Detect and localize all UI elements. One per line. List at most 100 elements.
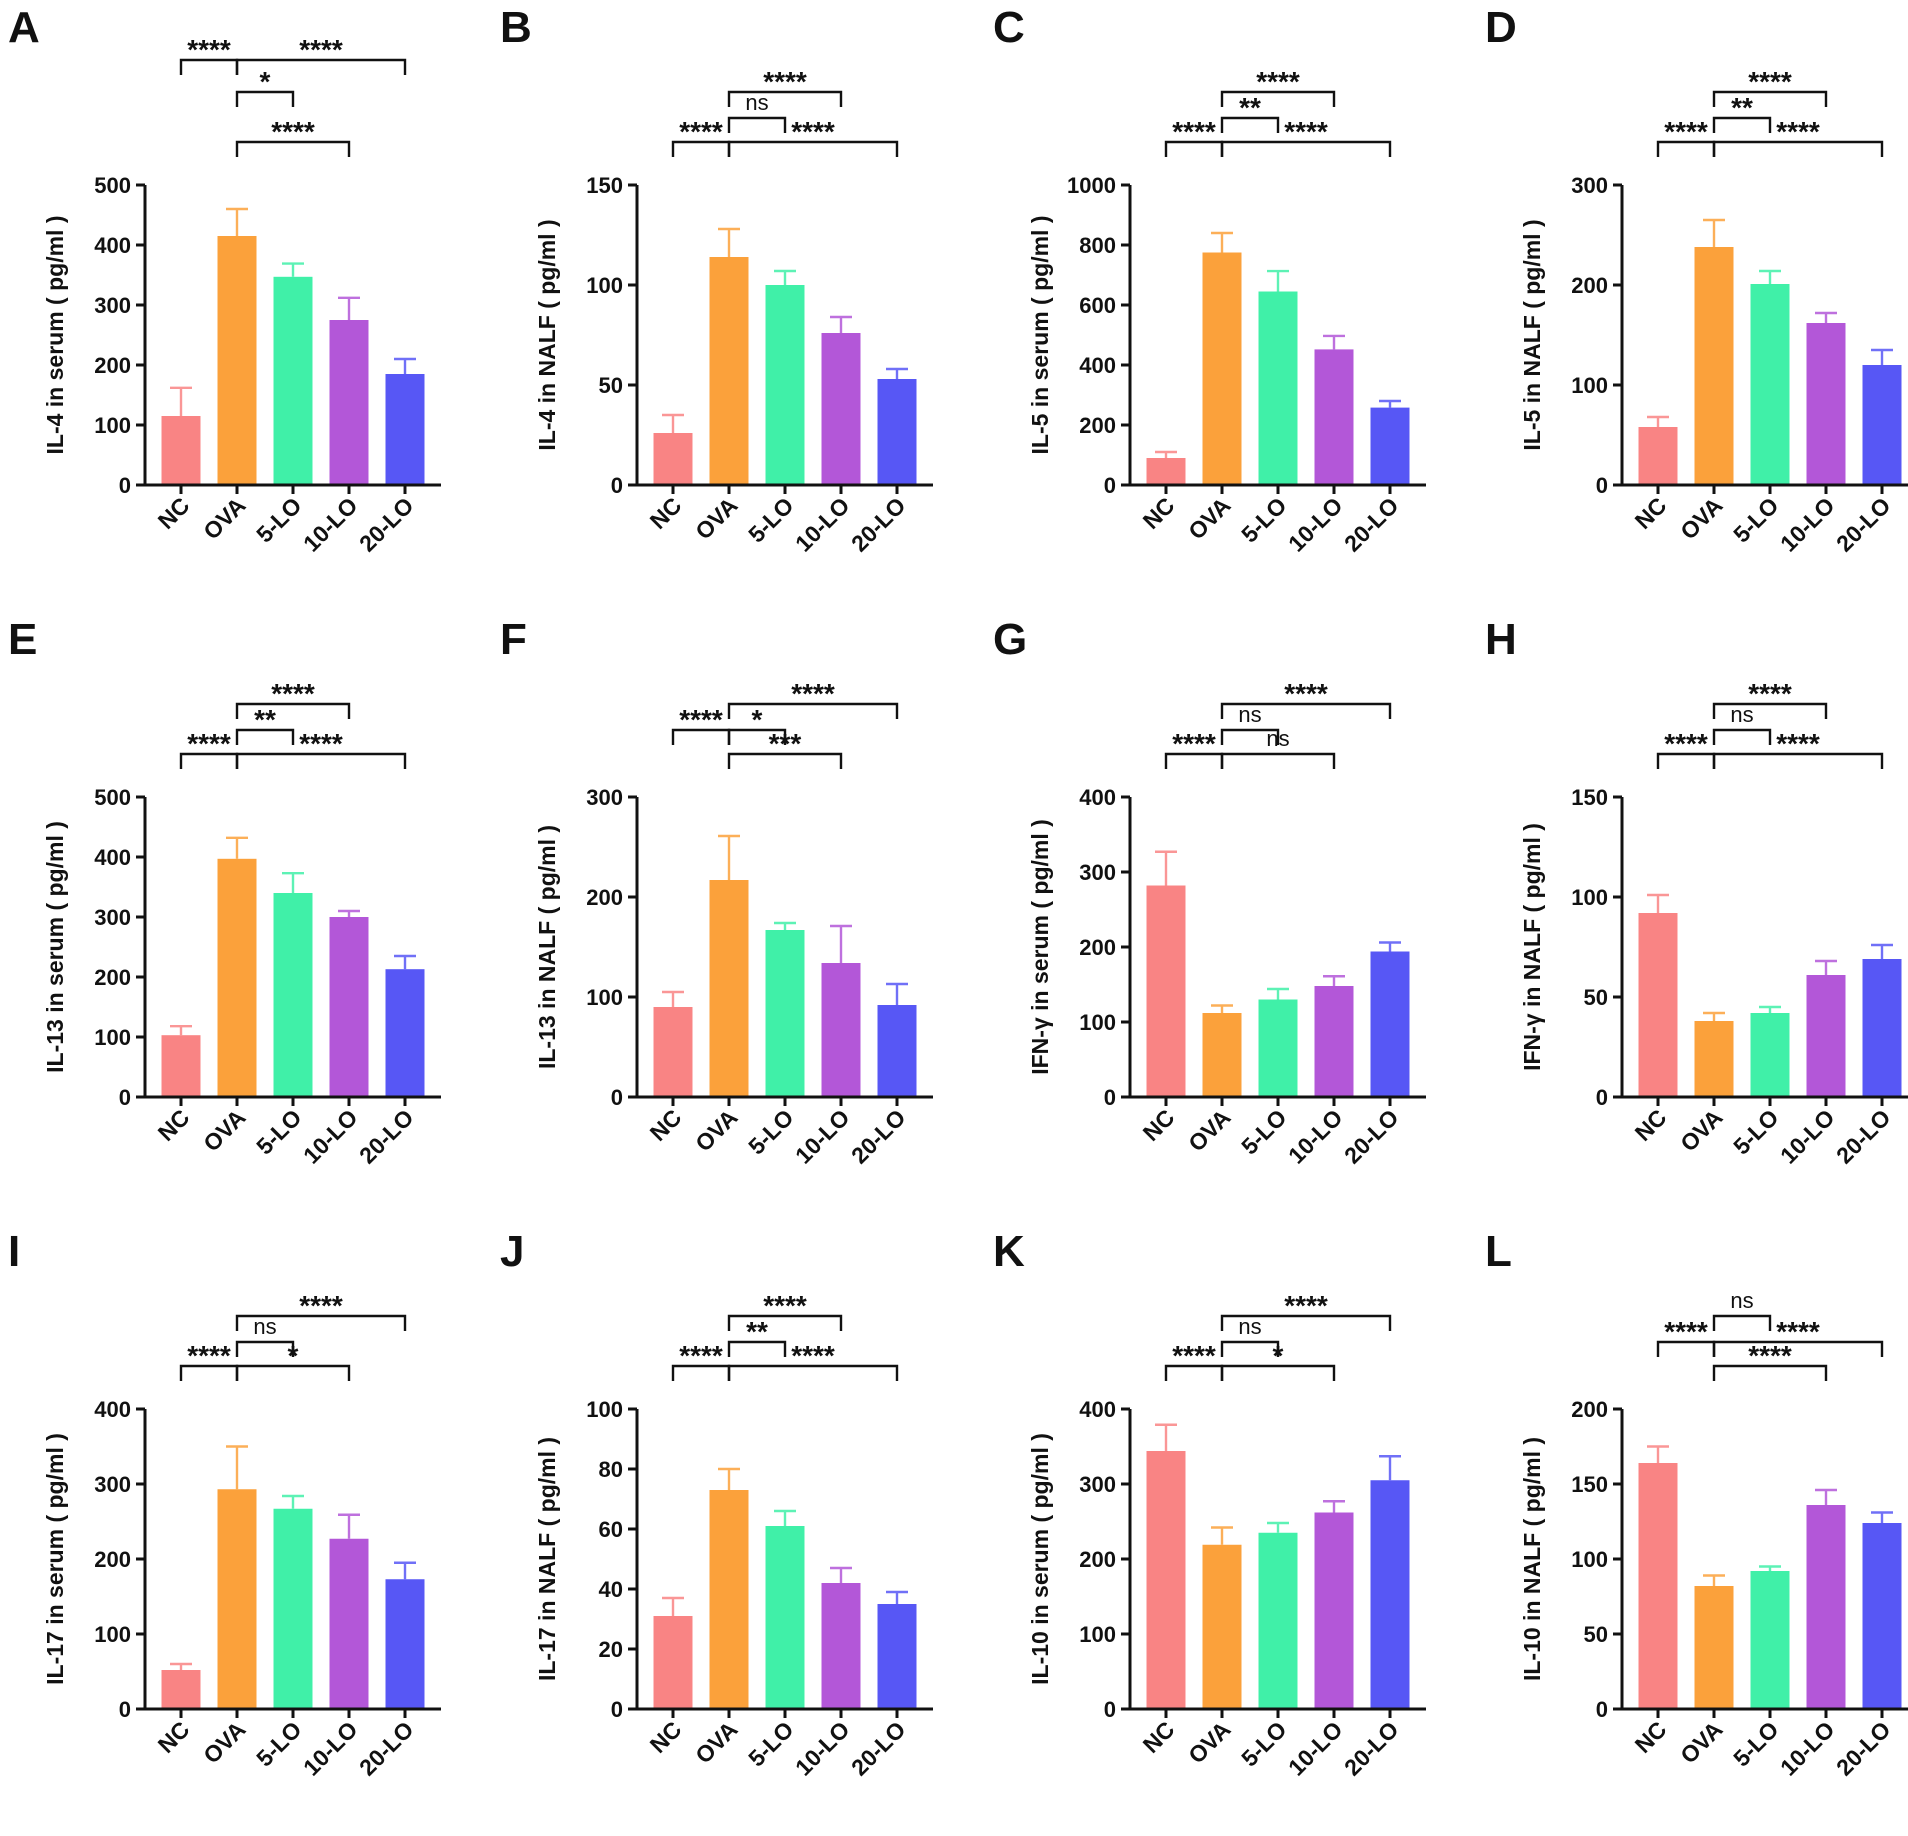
y-tick-label: 200 — [94, 1547, 131, 1572]
y-tick-label: 0 — [1596, 1085, 1608, 1110]
y-axis-label: IL-10 in NALF ( pg/ml ) — [1519, 1437, 1545, 1681]
y-tick-label: 0 — [119, 1085, 131, 1110]
x-tick-label: NC — [1630, 1104, 1672, 1146]
y-tick-label: 0 — [1596, 473, 1608, 498]
panel-label: B — [500, 3, 532, 52]
panel-G: G 0 100 200 300 400 IFN-γ in serum ( pg/ml ) NC… — [985, 612, 1445, 1224]
significance-label: * — [288, 1340, 299, 1371]
y-tick-label: 100 — [586, 985, 623, 1010]
bar-20-LO — [1370, 1480, 1410, 1709]
y-tick-label: 200 — [1079, 1547, 1116, 1572]
significance-label: **** — [679, 704, 723, 735]
x-tick-label: OVA — [1675, 492, 1727, 544]
significance-label: ns — [1238, 1314, 1261, 1339]
significance-label: **** — [1284, 678, 1328, 709]
y-axis-label: IL-10 in serum ( pg/ml ) — [1027, 1433, 1053, 1685]
panel-label: J — [500, 1227, 524, 1276]
y-axis-label: IFN-γ in serum ( pg/ml ) — [1027, 819, 1053, 1075]
bar-20-LO — [385, 969, 425, 1097]
significance-bracket — [1220, 90, 1336, 107]
significance-bracket — [1220, 1314, 1392, 1331]
significance-label: * — [1273, 1340, 1284, 1371]
x-tick-label: NC — [153, 492, 195, 534]
significance-bracket — [727, 1340, 787, 1357]
y-tick-label: 0 — [1104, 1697, 1116, 1722]
y-tick-label: 100 — [1571, 1547, 1608, 1572]
significance-label: ns — [1266, 726, 1289, 751]
significance-bracket — [235, 140, 351, 157]
panel-label: H — [1485, 615, 1517, 664]
bar-5-LO — [1750, 1571, 1790, 1709]
significance-label: **** — [1256, 66, 1300, 97]
bar-OVA — [1202, 1544, 1242, 1709]
bar-OVA — [709, 257, 749, 485]
y-tick-label: 200 — [94, 353, 131, 378]
bar-5-LO — [1258, 1532, 1298, 1709]
significance-label: * — [260, 66, 271, 97]
significance-bracket — [235, 1340, 295, 1357]
y-axis-label: IL-13 in NALF ( pg/ml ) — [534, 825, 560, 1069]
x-tick-label: OVA — [198, 492, 250, 544]
y-tick-label: 100 — [94, 413, 131, 438]
panel-H: H 0 50 100 150 IFN-γ in NALF ( pg/ml ) NC OVA 5-… — [1477, 612, 1908, 1224]
significance-label: **** — [1664, 1316, 1708, 1347]
x-tick-label: 10-LO — [1775, 1104, 1839, 1168]
x-tick-label: NC — [1138, 1716, 1180, 1758]
significance-bracket — [1220, 140, 1392, 157]
y-tick-label: 0 — [611, 473, 623, 498]
significance-bracket — [1712, 702, 1828, 719]
bar-OVA — [1694, 247, 1734, 485]
x-tick-label: 10-LO — [1775, 1716, 1839, 1780]
y-tick-label: 300 — [1571, 173, 1608, 198]
y-axis-label: IL-5 in serum ( pg/ml ) — [1027, 216, 1053, 455]
chart-A: A 0 100 200 300 400 500 IL-4 in serum ( pg/ml )… — [8, 3, 441, 557]
y-tick-label: 100 — [1571, 373, 1608, 398]
bar-5-LO — [765, 285, 805, 485]
y-tick-label: 0 — [1104, 1085, 1116, 1110]
x-tick-label: 20-LO — [846, 492, 910, 556]
significance-label: **** — [791, 116, 835, 147]
bar-5-LO — [1750, 284, 1790, 485]
y-axis-label: IL-17 in serum ( pg/ml ) — [42, 1433, 68, 1685]
y-tick-label: 0 — [1596, 1697, 1608, 1722]
bar-10-LO — [1806, 323, 1846, 485]
significance-label: **** — [679, 1340, 723, 1371]
y-axis-label: IL-5 in NALF ( pg/ml ) — [1519, 219, 1545, 450]
significance-label: **** — [1664, 728, 1708, 759]
x-tick-label: 20-LO — [846, 1716, 910, 1780]
x-tick-label: 10-LO — [1283, 1104, 1347, 1168]
x-tick-label: NC — [1630, 1716, 1672, 1758]
y-tick-label: 0 — [119, 473, 131, 498]
bar-NC — [1146, 885, 1186, 1097]
bar-5-LO — [273, 276, 313, 485]
x-tick-label: 20-LO — [1339, 492, 1403, 556]
significance-label: **** — [271, 678, 315, 709]
bar-10-LO — [1806, 975, 1846, 1097]
y-tick-label: 400 — [94, 845, 131, 870]
significance-label: **** — [1748, 1340, 1792, 1371]
y-tick-label: 50 — [599, 373, 623, 398]
y-tick-label: 400 — [1079, 785, 1116, 810]
chart-L: L 0 50 100 150 200 IL-10 in NALF ( pg/ml ) NC OV… — [1485, 1227, 1908, 1781]
bar-5-LO — [273, 893, 313, 1097]
bar-OVA — [1694, 1586, 1734, 1709]
x-tick-label: OVA — [1675, 1716, 1727, 1768]
y-tick-label: 100 — [94, 1622, 131, 1647]
panel-A: A 0 100 200 300 400 500 IL-4 in serum ( pg/ml )… — [0, 0, 460, 612]
y-tick-label: 20 — [599, 1637, 623, 1662]
significance-label: **** — [1284, 1290, 1328, 1321]
panel-label: D — [1485, 3, 1517, 52]
bar-OVA — [217, 858, 257, 1097]
chart-C: C 0 200 400 600 800 1000 IL-5 in serum ( pg/ml … — [993, 3, 1426, 557]
bar-OVA — [217, 1489, 257, 1709]
x-tick-label: NC — [1138, 492, 1180, 534]
y-tick-label: 400 — [1079, 353, 1116, 378]
x-tick-label: NC — [645, 1104, 687, 1146]
x-tick-label: OVA — [690, 492, 742, 544]
significance-label: *** — [769, 728, 802, 759]
chart-K: K 0 100 200 300 400 IL-10 in serum ( pg/ml ) NC… — [993, 1227, 1426, 1781]
x-tick-label: 10-LO — [1283, 1716, 1347, 1780]
x-tick-label: OVA — [690, 1104, 742, 1156]
